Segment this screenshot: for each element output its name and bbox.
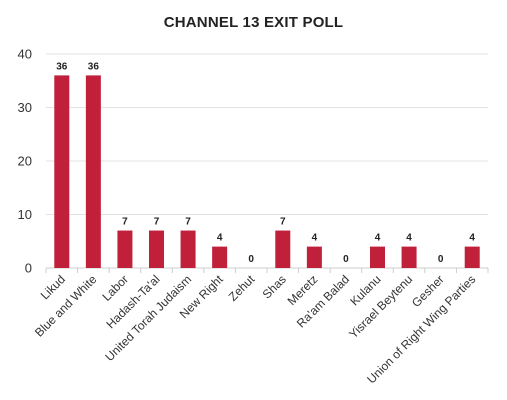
data-label: 36 — [56, 61, 68, 72]
y-tick-label: 0 — [25, 261, 32, 276]
data-label: 7 — [280, 217, 286, 228]
data-label: 4 — [375, 233, 381, 244]
bar — [85, 75, 101, 269]
data-label: 4 — [312, 233, 318, 244]
bars — [54, 75, 480, 269]
data-label: 0 — [248, 254, 254, 265]
bar — [212, 246, 228, 268]
bar — [54, 75, 70, 269]
data-label: 4 — [406, 233, 412, 244]
data-label: 36 — [88, 61, 100, 72]
bar — [117, 230, 133, 268]
data-labels: 36 36 7 7 7 4 0 7 4 0 4 4 0 4 — [56, 61, 475, 265]
y-tick-label: 30 — [18, 100, 32, 115]
data-label: 4 — [217, 233, 223, 244]
y-axis-tick-labels: 0 10 20 30 40 — [18, 47, 32, 276]
bar — [401, 246, 417, 268]
data-label: 7 — [185, 217, 191, 228]
bar — [306, 246, 322, 268]
y-tick-label: 40 — [18, 47, 32, 62]
bar — [275, 230, 291, 268]
y-tick-label: 10 — [18, 207, 32, 222]
data-label: 0 — [438, 254, 444, 265]
bar — [464, 246, 480, 268]
data-label: 0 — [343, 254, 349, 265]
data-label: 7 — [154, 217, 160, 228]
data-label: 7 — [122, 217, 128, 228]
grid-lines — [45, 53, 489, 273]
bar — [149, 230, 164, 268]
x-category-label: Zehut — [226, 272, 258, 304]
bar — [180, 230, 196, 268]
bar — [370, 246, 385, 268]
chart-title: CHANNEL 13 EXIT POLL — [163, 14, 344, 31]
y-tick-label: 20 — [18, 154, 32, 169]
data-label: 4 — [469, 233, 475, 244]
